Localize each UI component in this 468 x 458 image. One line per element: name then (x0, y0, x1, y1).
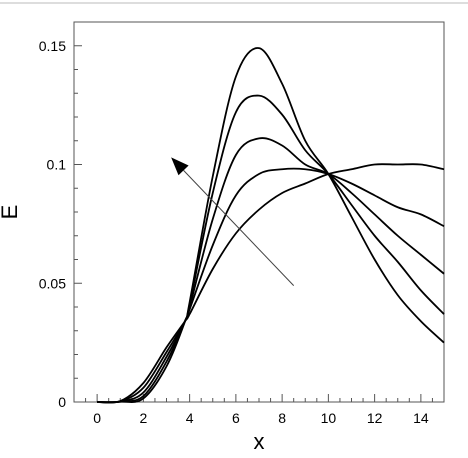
y-tick-label: 0 (58, 394, 66, 410)
series-line-1 (97, 47, 445, 403)
annotation-group (171, 157, 295, 286)
x-tick-label: 8 (278, 410, 286, 426)
x-tick-label: 14 (413, 410, 429, 426)
x-tick-label: 0 (93, 410, 101, 426)
x-axis-label: x (254, 429, 265, 454)
annotation-arrow-head (171, 157, 189, 176)
x-axis-ticks: 0 2 4 6 8 10 12 14 (73, 394, 445, 426)
x-tick-label: 12 (367, 410, 383, 426)
x-tick-label: 4 (186, 410, 194, 426)
series-group (97, 47, 445, 404)
annotation-arrow-shaft (183, 170, 295, 286)
series-line-4 (97, 167, 445, 404)
x-tick-label: 2 (139, 410, 147, 426)
y-axis-label: E (0, 205, 22, 220)
y-tick-label: 0.15 (39, 38, 66, 54)
plot-frame (73, 21, 445, 403)
series-line-5 (97, 163, 445, 404)
y-tick-label: 0.05 (39, 275, 66, 291)
x-tick-label: 6 (232, 410, 240, 426)
y-axis-ticks: 0 0.05 0.1 0.15 (39, 38, 82, 410)
series-line-3 (97, 137, 445, 404)
series-line-2 (97, 94, 445, 404)
y-tick-label: 0.1 (47, 157, 67, 173)
x-tick-label: 10 (321, 410, 337, 426)
